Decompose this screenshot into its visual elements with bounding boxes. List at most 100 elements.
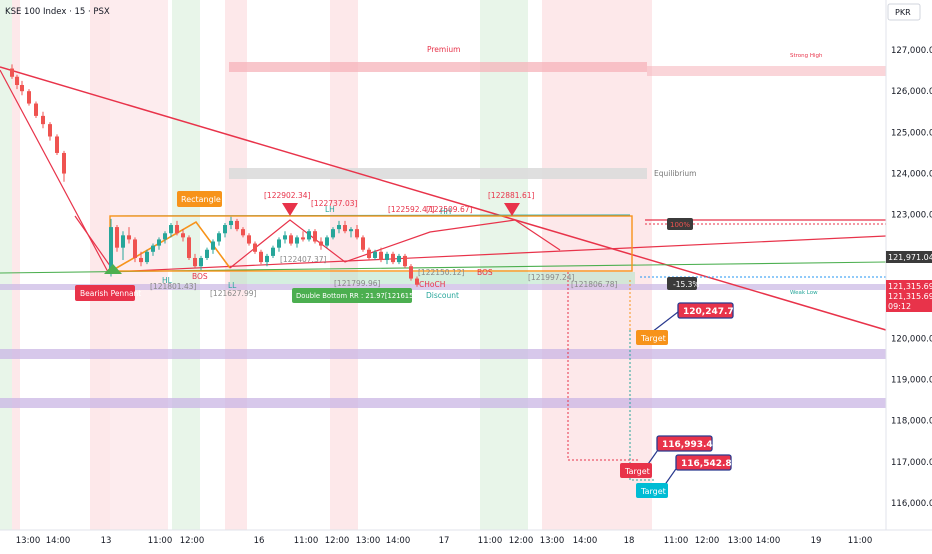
bearish-marker-1 [282,203,298,216]
x-tick-label: 12:00 [509,536,534,546]
pivot-label-10: [121997.24] [528,273,574,282]
x-tick-label: 13:00 [728,536,753,546]
y-tick-label: 126,000.00 [891,87,932,97]
candle-body [109,227,113,273]
hl-label: HL [162,276,173,285]
x-tick-label: 12:00 [325,536,350,546]
currency-label: PKR [895,8,911,17]
target2-value-bg [656,435,713,452]
pct-up-label: 100% [670,221,690,229]
projection-teal [629,330,655,481]
projection-red [567,272,640,461]
candle-body [355,229,359,238]
candle-body [27,91,31,104]
y-tick-label: 118,000.00 [891,417,932,427]
candle-body [20,85,24,92]
y-tick-label: 124,000.00 [891,170,932,180]
candle-body [62,152,66,174]
y-tick-label: 116,000.00 [891,499,932,509]
candle-body [187,237,191,258]
candle-body [223,225,227,234]
candle-body [157,239,161,246]
last-price-1: 121,315.69 [888,282,932,291]
bos-label-2: BOS [477,268,493,277]
equilibrium-label: Equilibrium [654,169,697,178]
x-tick-label: 17 [439,536,450,546]
x-tick-label: 19 [811,536,822,546]
candle-body [199,257,203,267]
x-tick-label: 11:00 [294,536,319,546]
currency-box[interactable] [887,3,921,21]
candle-body [193,257,197,267]
target1-connector [651,311,679,333]
double-bottom-label: Double Bottom RR : 21.97[121615] [296,292,416,300]
target2-label: Target [624,467,650,476]
pivot-label-7: [121627.99] [210,289,256,298]
premium-zone-ext [647,66,886,76]
support-band-1 [0,349,886,359]
candles-group [10,64,419,287]
candle-body [391,253,395,263]
double-bottom-zone [230,272,635,284]
candle-body [373,251,377,258]
candle-body [385,253,389,261]
candle-body [145,251,149,263]
x-tick-label: 13:00 [16,536,41,546]
equilibrium-zone [229,168,647,179]
x-tick-label: 14:00 [46,536,71,546]
candle-body [15,76,19,86]
last-price-tag [886,280,932,312]
bearish-marker-2 [504,203,520,216]
chart-title: KSE 100 Index · 15 · PSX [5,7,110,17]
pennant-upper-line [74,215,114,271]
x-tick-label: 18 [624,536,635,546]
x-tick-label: 14:00 [386,536,411,546]
x-tick-label: 13 [101,536,112,546]
x-tick-label: 11:00 [664,536,689,546]
y-tick-label: 120,000.00 [891,334,932,344]
ll-label: LL [228,281,237,290]
target3-value: 116,542.80 [681,459,738,469]
y-tick-label: 125,000.00 [891,128,932,138]
target2-value: 116,993.41 [662,440,719,450]
pivot-label-9: [121799.96] [334,279,380,288]
candle-body [175,225,179,234]
pivot-label-5: [122881.61] [488,191,534,200]
target1-label: Target [640,334,666,343]
x-tick-label: 16 [254,536,265,546]
bearish-pennant-label: Bearish Pennant [80,289,141,298]
support-band-2 [0,398,886,408]
weak-low-label: Weak Low [790,290,818,296]
y-tick-label: 123,000.00 [891,211,932,221]
candle-body [139,257,143,263]
candle-body [163,233,167,240]
x-ticks-group: 13:00 14:00 13 11:00 12:00 16 11:00 12:00 13:00 1… [16,536,873,546]
pivot-label-2: [122737.03] [311,199,357,208]
y-tick-label: 127,000.00 [891,46,932,56]
candle-body [55,136,59,153]
pct-down-label: -15.3% [673,280,700,289]
bearish-pennant-bg [75,285,135,301]
candle-body [349,229,353,232]
pivot-label-1: [122902.34] [264,191,310,200]
x-tick-label: 14:00 [573,536,598,546]
strong-high-label: Strong High [790,53,823,59]
bos-label-1: BOS [192,272,208,281]
candle-body [337,225,341,230]
time-axis-panel[interactable] [0,530,932,550]
countdown: 09:12 [888,302,911,311]
discount-zone [0,284,886,290]
x-tick-label: 13:00 [540,536,565,546]
candle-body [409,266,413,279]
pct-up-bg [667,218,693,230]
candle-body [48,124,52,137]
x-tick-label: 11:00 [148,536,173,546]
candle-body [415,278,419,285]
price-axis-panel[interactable] [886,0,932,530]
candle-body [217,233,221,242]
candle-body [397,255,401,263]
candle-body [271,247,275,256]
x-tick-label: 12:00 [180,536,205,546]
